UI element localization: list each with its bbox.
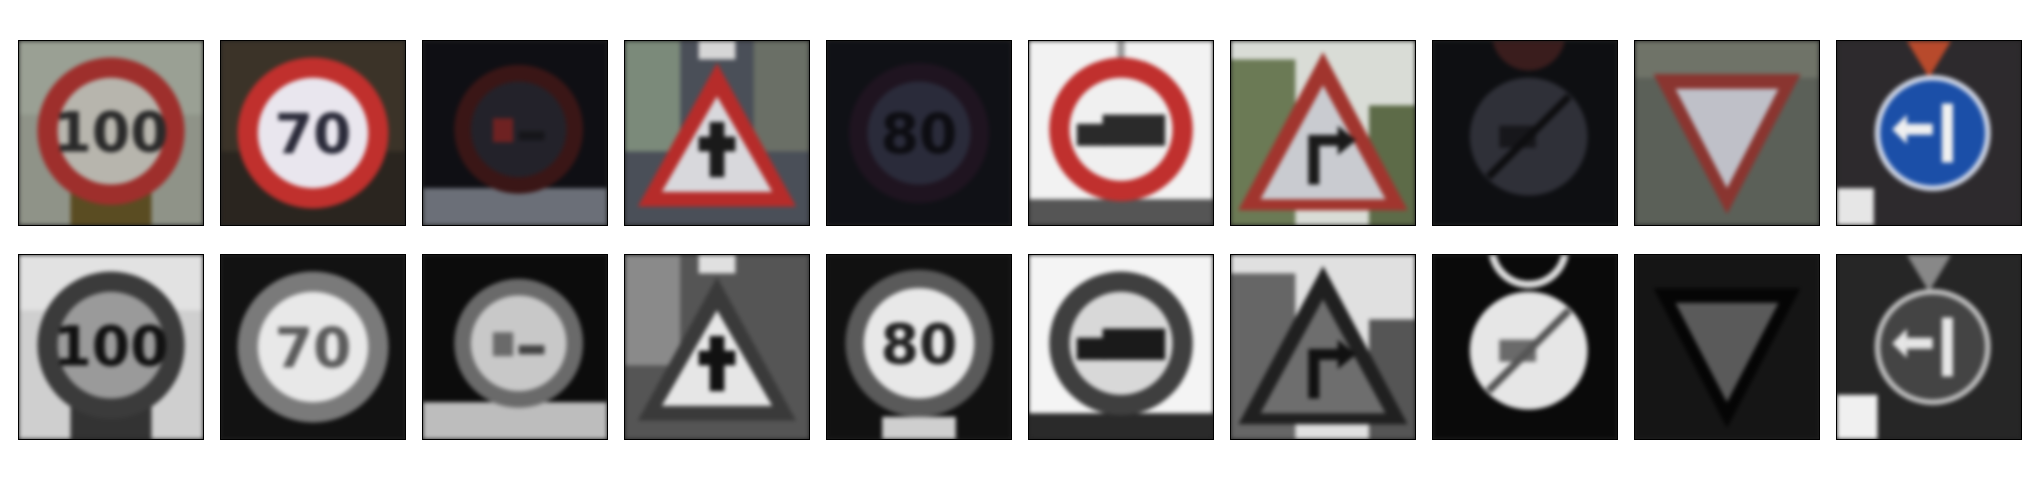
tile-row1-dangerous-curve-right [1230,40,1416,226]
speed-limit-70-gray-image: 70 [221,255,405,439]
speed-limit-80-gray-image: 80 [827,255,1011,439]
tile-row2-right-of-way-intersection [624,254,810,440]
right-of-way-intersection-gray-image [625,255,809,439]
speed-limit-70-gray-text: 70 [275,317,352,381]
yield-gray-image [1635,255,1819,439]
no-trucks-sign-image [1029,41,1213,225]
tile-row1-no-trucks [1028,40,1214,226]
speed-limit-80-gray-text: 80 [881,314,958,378]
no-overtaking-trucks-gray-image [423,255,607,439]
keep-right-sign-image [1837,41,2021,225]
tile-row2-yield [1634,254,1820,440]
dangerous-curve-right-gray-image [1231,255,1415,439]
speed-limit-80-text: 80 [881,103,958,167]
dangerous-curve-right-sign-image [1231,41,1415,225]
speed-limit-80-sign-image: 80 [827,41,1011,225]
tile-row2-no-overtaking-trucks [422,254,608,440]
tile-row2-dangerous-curve-right [1230,254,1416,440]
tile-row2-speed-limit-80: 80 [826,254,1012,440]
right-of-way-intersection-sign-image [625,41,809,225]
speed-limit-100-sign-image: 100 [19,41,203,225]
tile-row2-no-trucks [1028,254,1214,440]
tile-row1-yield [1634,40,1820,226]
no-trucks-gray-image [1029,255,1213,439]
end-no-overtaking-trucks-gray-image [1433,255,1617,439]
tile-row1-right-of-way-intersection [624,40,810,226]
speed-limit-100-text: 100 [53,101,168,165]
tile-row1-no-overtaking-trucks [422,40,608,226]
tile-row2-speed-limit-100: 100 [18,254,204,440]
no-overtaking-trucks-sign-image [423,41,607,225]
tile-row1-keep-right [1836,40,2022,226]
speed-limit-100-gray-image: 100 [19,255,203,439]
tile-row2-speed-limit-70: 70 [220,254,406,440]
tile-row2-end-no-overtaking-trucks [1432,254,1618,440]
tile-row1-speed-limit-70: 70 [220,40,406,226]
tile-row1-speed-limit-100: 100 [18,40,204,226]
speed-limit-70-text: 70 [275,103,352,167]
speed-limit-100-gray-text: 100 [53,315,168,379]
yield-sign-image [1635,41,1819,225]
speed-limit-70-sign-image: 70 [221,41,405,225]
end-no-overtaking-trucks-sign-image [1433,41,1617,225]
tile-row1-speed-limit-80: 80 [826,40,1012,226]
tile-row2-keep-right [1836,254,2022,440]
tile-row1-end-no-overtaking-trucks [1432,40,1618,226]
keep-right-gray-image [1837,255,2021,439]
